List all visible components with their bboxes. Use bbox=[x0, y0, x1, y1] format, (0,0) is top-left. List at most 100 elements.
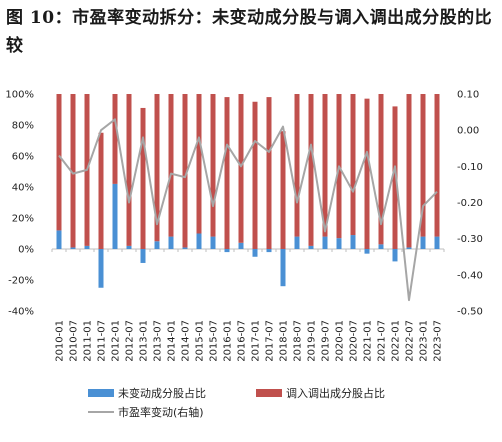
legend-label-unchanged: 未变动成分股占比 bbox=[118, 386, 206, 400]
bar-unchanged bbox=[294, 236, 300, 249]
left-tick-label: 0% bbox=[18, 245, 34, 256]
right-tick-label: -0.20 bbox=[457, 198, 483, 209]
x-tick-label: 2010-01 bbox=[55, 320, 66, 362]
bar-adjusted bbox=[364, 98, 370, 250]
x-tick-label: 2023-07 bbox=[433, 320, 444, 362]
x-tick-label: 2019-01 bbox=[307, 320, 318, 362]
x-tick-label: 2012-01 bbox=[111, 320, 122, 362]
x-tick-label: 2019-07 bbox=[321, 320, 332, 362]
bar-unchanged bbox=[266, 249, 272, 253]
bar-unchanged bbox=[210, 236, 216, 249]
bar-adjusted bbox=[154, 94, 160, 242]
bar-unchanged bbox=[336, 238, 342, 249]
bar-unchanged bbox=[224, 249, 230, 253]
x-tick-label: 2015-01 bbox=[195, 320, 206, 362]
chart-title: 图 10：市盈率变动拆分：未变动成分股与调入调出成分股的比较 bbox=[6, 8, 493, 56]
right-tick-label: 0.10 bbox=[457, 90, 479, 101]
x-tick-label: 2022-07 bbox=[405, 320, 416, 362]
bar-adjusted bbox=[238, 94, 244, 243]
x-tick-label: 2017-07 bbox=[265, 320, 276, 362]
pe-change-line bbox=[58, 118, 438, 302]
bar-unchanged bbox=[406, 247, 412, 249]
bar-unchanged bbox=[308, 245, 314, 249]
bar-unchanged bbox=[140, 249, 146, 263]
left-tick-label: 100% bbox=[5, 90, 34, 101]
x-tick-label: 2011-01 bbox=[83, 320, 94, 362]
bar-unchanged bbox=[154, 241, 160, 249]
legend-swatch-adjusted bbox=[256, 389, 282, 397]
right-tick-label: -0.10 bbox=[457, 162, 483, 173]
bar-adjusted bbox=[98, 132, 104, 249]
x-tick-label: 2015-07 bbox=[209, 320, 220, 362]
bars bbox=[56, 94, 440, 288]
bar-unchanged bbox=[364, 249, 370, 254]
bar-unchanged bbox=[350, 235, 356, 249]
x-tick-label: 2021-01 bbox=[363, 320, 374, 362]
bar-adjusted bbox=[140, 107, 146, 249]
legend-label-adjusted: 调入调出成分股占比 bbox=[286, 386, 385, 400]
bar-unchanged bbox=[98, 249, 104, 288]
x-tick-label: 2017-01 bbox=[251, 320, 262, 362]
bar-adjusted bbox=[350, 94, 356, 236]
bar-adjusted bbox=[378, 94, 384, 245]
line-series bbox=[58, 118, 438, 302]
bar-adjusted bbox=[56, 94, 62, 231]
bar-unchanged bbox=[112, 183, 118, 249]
bar-adjusted bbox=[252, 101, 258, 249]
bar-unchanged bbox=[182, 247, 188, 249]
left-tick-label: 60% bbox=[12, 152, 34, 163]
x-tick-label: 2014-07 bbox=[181, 320, 192, 362]
x-tick-label: 2018-01 bbox=[279, 320, 290, 362]
bar-unchanged bbox=[322, 236, 328, 249]
bar-unchanged bbox=[70, 247, 76, 249]
bar-unchanged bbox=[280, 249, 286, 287]
bar-adjusted bbox=[70, 94, 76, 248]
right-tick-label: -0.50 bbox=[457, 307, 483, 318]
legend-label-pe-line: 市盈率变动(右轴) bbox=[118, 405, 204, 419]
left-tick-label: -40% bbox=[8, 307, 34, 318]
x-tick-label: 2021-07 bbox=[377, 320, 388, 362]
x-tick-label: 2013-01 bbox=[139, 320, 150, 362]
bar-adjusted bbox=[420, 94, 426, 237]
bar-adjusted bbox=[112, 94, 118, 184]
right-tick-label: 0.00 bbox=[457, 126, 479, 137]
bar-unchanged bbox=[392, 249, 398, 262]
bar-adjusted bbox=[196, 94, 202, 234]
x-tick-labels: 2010-01 2010-07 2011-01 2011-07 2012-01 2012-… bbox=[55, 320, 444, 362]
right-tick-label: -0.30 bbox=[457, 234, 483, 245]
left-tick-label: 20% bbox=[12, 214, 34, 225]
bar-adjusted bbox=[322, 94, 328, 237]
left-tick-label: -20% bbox=[8, 276, 34, 287]
bar-adjusted bbox=[280, 131, 286, 249]
bar-adjusted bbox=[266, 97, 272, 249]
x-tick-label: 2016-01 bbox=[223, 320, 234, 362]
x-tick-label: 2023-01 bbox=[419, 320, 430, 362]
bar-unchanged bbox=[434, 236, 440, 249]
bar-adjusted bbox=[168, 94, 174, 237]
x-tick-label: 2022-01 bbox=[391, 320, 402, 362]
x-tick-label: 2013-07 bbox=[153, 320, 164, 362]
bar-unchanged bbox=[126, 245, 132, 249]
bar-unchanged bbox=[84, 245, 90, 249]
bar-adjusted bbox=[294, 94, 300, 237]
x-tick-label: 2012-07 bbox=[125, 320, 136, 362]
bar-unchanged bbox=[252, 249, 258, 257]
bar-adjusted bbox=[126, 94, 132, 246]
bar-adjusted bbox=[224, 97, 230, 249]
bar-unchanged bbox=[238, 242, 244, 249]
bar-unchanged bbox=[56, 230, 62, 249]
bar-unchanged bbox=[196, 233, 202, 249]
bar-unchanged bbox=[378, 244, 384, 249]
x-tick-label: 2020-01 bbox=[335, 320, 346, 362]
bar-adjusted bbox=[308, 94, 314, 246]
bar-unchanged bbox=[168, 236, 174, 249]
left-tick-label: 40% bbox=[12, 183, 34, 194]
right-tick-label: -0.40 bbox=[457, 270, 483, 281]
left-tick-label: 80% bbox=[12, 121, 34, 132]
axes: -40% -20% 0% 20% 40% 60% 80% 100% -0.50 -0.40 -0.3… bbox=[5, 90, 482, 318]
bar-adjusted bbox=[434, 94, 440, 237]
bar-adjusted bbox=[392, 106, 398, 250]
x-tick-label: 2020-07 bbox=[349, 320, 360, 362]
